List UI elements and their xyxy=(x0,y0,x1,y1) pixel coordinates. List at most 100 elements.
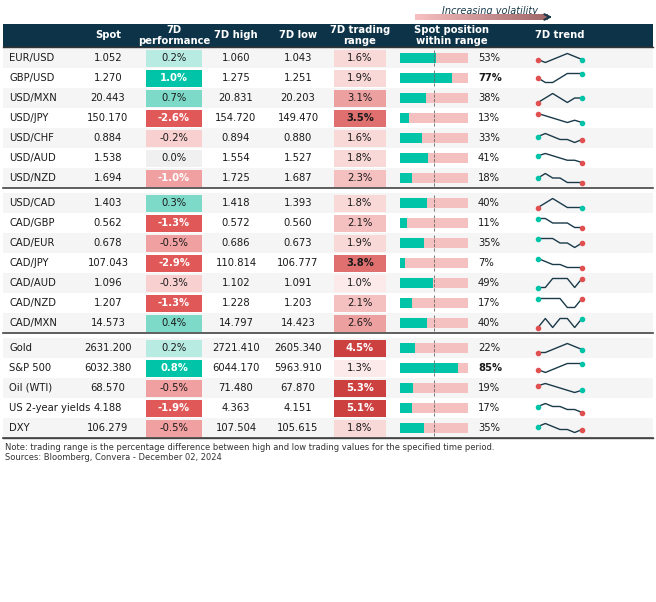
Text: 1.6%: 1.6% xyxy=(347,133,373,143)
Bar xyxy=(3,48,653,68)
Text: S&P 500: S&P 500 xyxy=(9,363,51,373)
Text: 20.831: 20.831 xyxy=(218,93,253,103)
Text: CAD/AUD: CAD/AUD xyxy=(9,278,56,288)
Text: -1.3%: -1.3% xyxy=(158,298,190,308)
Bar xyxy=(146,314,202,332)
Bar xyxy=(525,14,528,20)
Bar xyxy=(511,14,513,20)
Text: 49%: 49% xyxy=(478,278,500,288)
Bar xyxy=(146,214,202,232)
Bar xyxy=(415,14,417,20)
Text: -2.9%: -2.9% xyxy=(158,258,190,268)
Bar xyxy=(3,193,653,213)
Text: CAD/GBP: CAD/GBP xyxy=(9,218,54,228)
Text: -1.9%: -1.9% xyxy=(158,403,190,413)
Bar xyxy=(487,14,490,20)
Bar xyxy=(146,359,202,376)
Bar xyxy=(400,113,468,123)
Text: 5.1%: 5.1% xyxy=(346,403,374,413)
Text: 110.814: 110.814 xyxy=(215,258,256,268)
Bar xyxy=(400,198,427,208)
Text: 40%: 40% xyxy=(478,318,500,328)
Text: 13%: 13% xyxy=(478,113,500,123)
Text: 1.9%: 1.9% xyxy=(347,238,373,248)
Bar xyxy=(400,53,468,63)
Bar xyxy=(496,14,498,20)
Bar xyxy=(146,420,202,436)
Bar xyxy=(545,14,548,20)
Text: 1.8%: 1.8% xyxy=(348,153,373,163)
Bar xyxy=(480,14,482,20)
Text: 149.470: 149.470 xyxy=(277,113,319,123)
Bar xyxy=(146,194,202,211)
Text: 4.5%: 4.5% xyxy=(346,343,374,353)
Text: 4.151: 4.151 xyxy=(283,403,312,413)
Bar xyxy=(423,14,426,20)
Bar xyxy=(400,133,468,143)
Bar xyxy=(449,14,452,20)
Bar xyxy=(512,14,514,20)
Text: 18%: 18% xyxy=(478,173,500,183)
Bar xyxy=(146,90,202,107)
Bar xyxy=(334,314,386,332)
Bar xyxy=(334,170,386,187)
Bar xyxy=(441,14,443,20)
Bar xyxy=(400,343,415,353)
Text: 1.393: 1.393 xyxy=(284,198,312,208)
Bar xyxy=(334,340,386,356)
Bar xyxy=(3,273,653,293)
Bar xyxy=(400,53,436,63)
Bar xyxy=(146,400,202,417)
Bar xyxy=(470,14,472,20)
Text: 1.9%: 1.9% xyxy=(347,73,373,83)
Bar xyxy=(460,14,462,20)
Bar xyxy=(400,173,412,183)
Bar xyxy=(400,278,434,288)
Text: -1.3%: -1.3% xyxy=(158,218,190,228)
Bar xyxy=(400,278,468,288)
Bar xyxy=(497,14,500,20)
Text: 0.572: 0.572 xyxy=(222,218,251,228)
Text: 1.060: 1.060 xyxy=(222,53,250,63)
Bar xyxy=(400,318,468,328)
Bar xyxy=(539,14,541,20)
Text: Sources: Bloomberg, Convera - December 02, 2024: Sources: Bloomberg, Convera - December 0… xyxy=(5,453,222,462)
Bar xyxy=(514,14,516,20)
Text: Spot position
within range: Spot position within range xyxy=(415,25,489,46)
Text: USD/CAD: USD/CAD xyxy=(9,198,55,208)
Text: 17%: 17% xyxy=(478,298,500,308)
Text: 1.418: 1.418 xyxy=(222,198,250,208)
Text: 0.4%: 0.4% xyxy=(161,318,186,328)
Bar xyxy=(419,14,420,20)
Bar xyxy=(529,14,531,20)
Bar xyxy=(448,14,450,20)
Text: US 2-year yields: US 2-year yields xyxy=(9,403,91,413)
Bar xyxy=(400,93,468,103)
Text: 53%: 53% xyxy=(478,53,500,63)
Bar xyxy=(400,403,468,413)
Bar xyxy=(3,68,653,88)
Bar xyxy=(400,258,405,268)
Text: -0.2%: -0.2% xyxy=(159,133,188,143)
Text: 1.270: 1.270 xyxy=(94,73,122,83)
Bar xyxy=(468,14,470,20)
Bar xyxy=(334,235,386,252)
Bar xyxy=(334,90,386,107)
Bar xyxy=(537,14,539,20)
Text: 1.251: 1.251 xyxy=(283,73,312,83)
Bar xyxy=(146,149,202,167)
Bar xyxy=(425,14,427,20)
Bar xyxy=(334,420,386,436)
Bar xyxy=(484,14,487,20)
Text: USD/NZD: USD/NZD xyxy=(9,173,56,183)
Text: 1.554: 1.554 xyxy=(222,153,251,163)
Bar xyxy=(417,14,419,20)
Text: Increasing volatility: Increasing volatility xyxy=(442,6,538,16)
Text: DXY: DXY xyxy=(9,423,30,433)
Bar xyxy=(3,213,653,233)
Bar xyxy=(400,133,422,143)
Bar xyxy=(478,14,480,20)
Text: 105.615: 105.615 xyxy=(277,423,319,433)
Bar xyxy=(334,255,386,272)
Text: CAD/JPY: CAD/JPY xyxy=(9,258,49,268)
